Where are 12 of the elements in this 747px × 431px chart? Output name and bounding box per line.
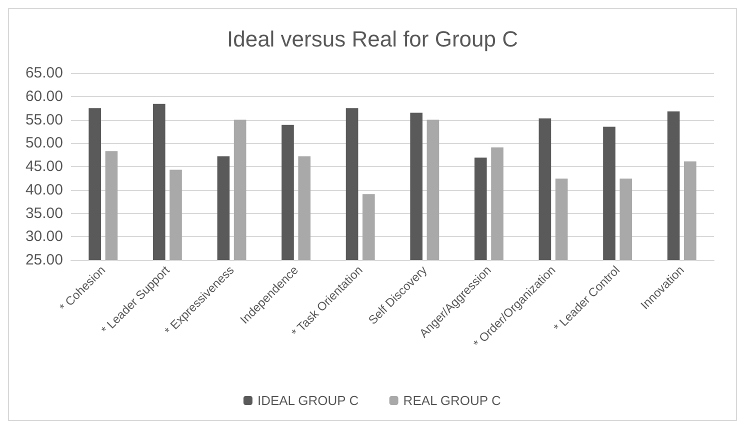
y-tick-label: 40.00 [25, 181, 63, 198]
y-tick-label: 45.00 [25, 158, 63, 175]
legend-label: IDEAL GROUP C [257, 393, 359, 408]
y-tick-label: 65.00 [25, 64, 63, 82]
y-tick-label: 50.00 [25, 134, 63, 152]
legend-label: REAL GROUP C [403, 393, 501, 408]
chart-title: Ideal versus Real for Group C [226, 26, 518, 52]
y-tick-label: 30.00 [25, 228, 63, 246]
y-tick-label: 55.00 [25, 111, 63, 128]
y-tick-label: 60.00 [25, 88, 63, 105]
y-tick-label: 25.00 [25, 252, 63, 268]
y-tick-label: 35.00 [25, 204, 63, 222]
